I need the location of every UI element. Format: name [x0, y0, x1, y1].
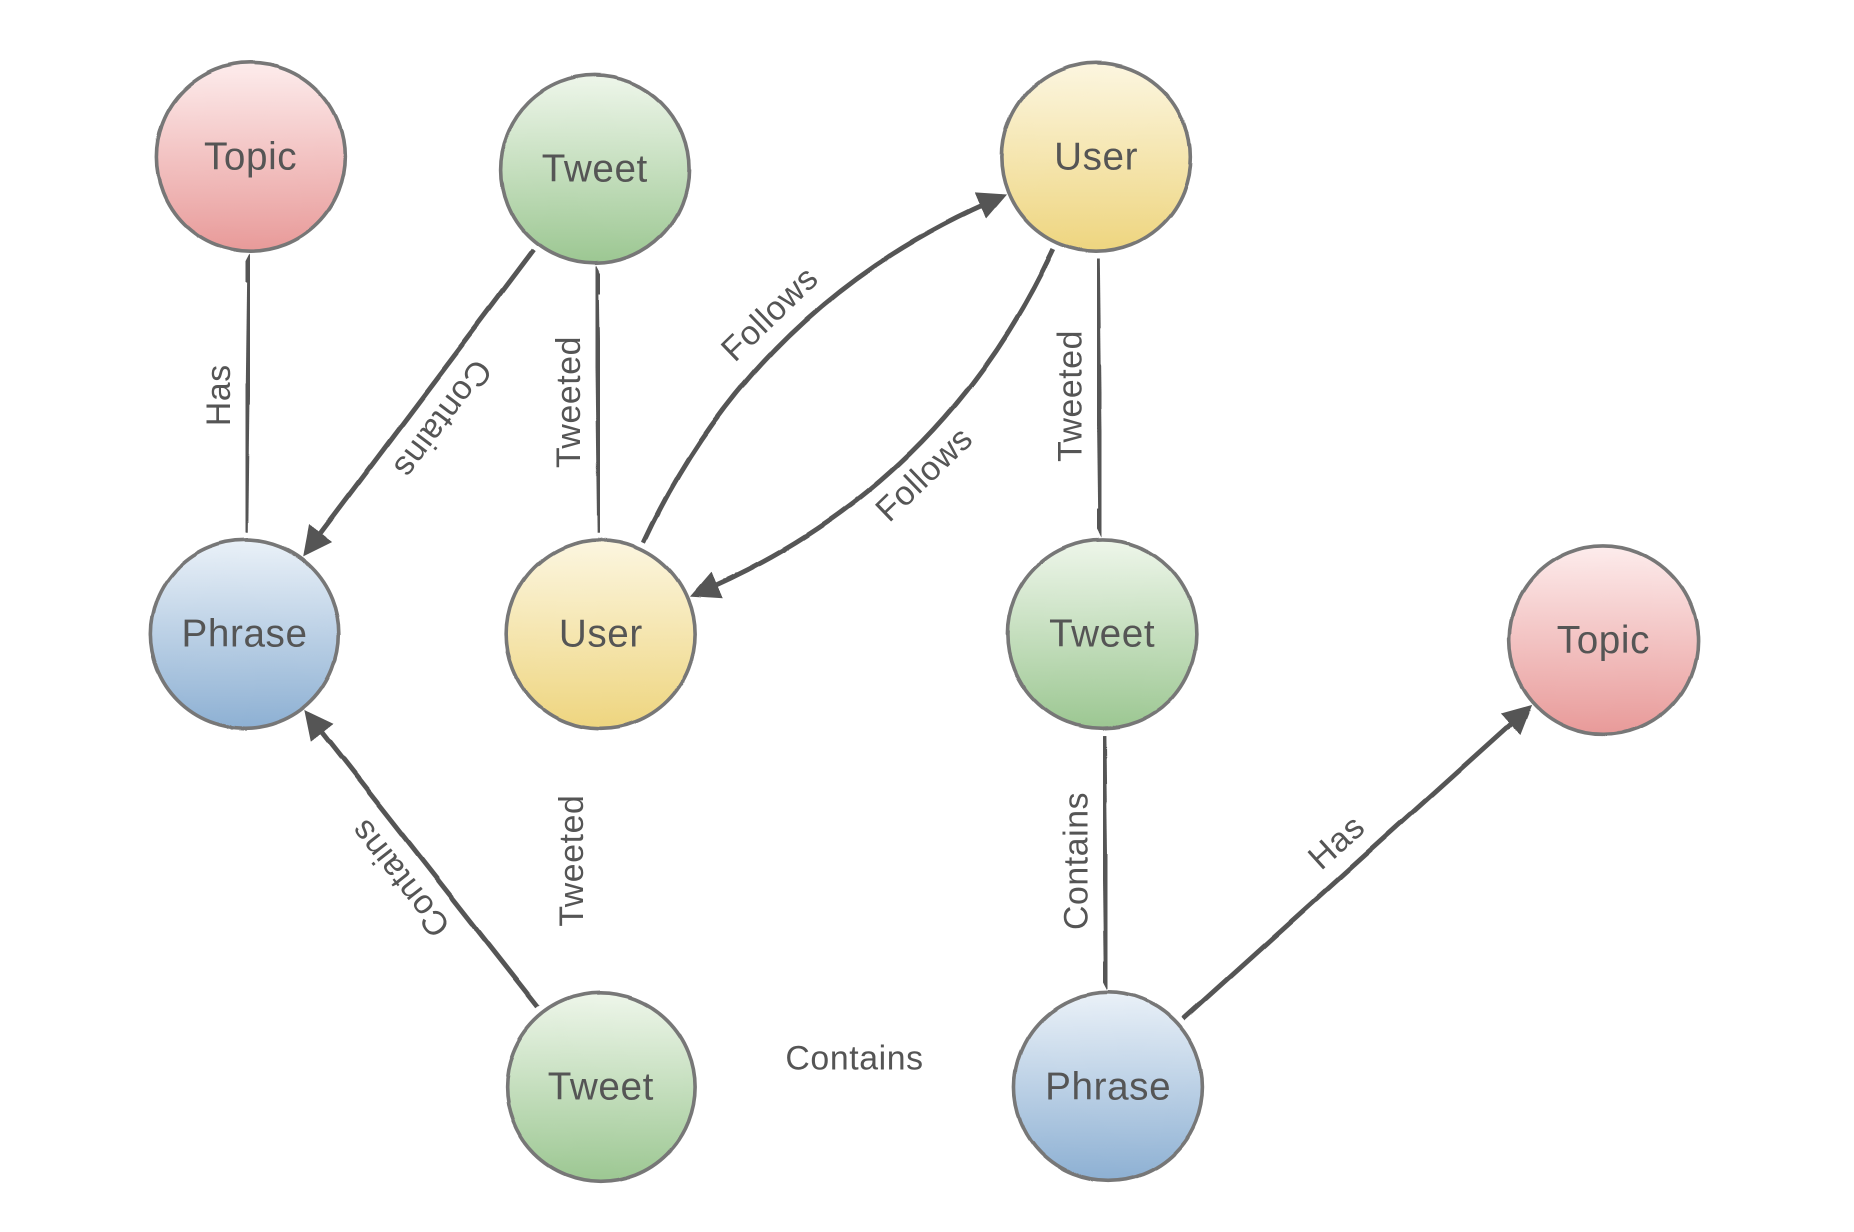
- node-label-topic1: Topic: [204, 136, 297, 179]
- graph-diagram: Topic Tweet User Phrase User Tweet Topic Tweet P…: [0, 0, 1854, 1232]
- edge-phrase1-topic1: [246, 258, 249, 532]
- node-tweet3: Tweet: [1008, 540, 1196, 728]
- edge-user2-tweet3: [1097, 258, 1100, 532]
- edge-tweet2-phrase1: [307, 714, 538, 1007]
- node-label-topic2: Topic: [1557, 619, 1650, 662]
- node-topic2: Topic: [1509, 546, 1697, 734]
- node-tweet1: Tweet: [501, 75, 689, 263]
- node-label-tweet2: Tweet: [548, 1066, 654, 1109]
- node-phrase2: Phrase: [1014, 993, 1202, 1181]
- edge-label-user1-tweet1: Tweeted: [550, 336, 588, 468]
- edge-label-user2-tweet3: Tweeted: [1051, 330, 1089, 462]
- edge-user1-tweet1: [596, 271, 599, 533]
- node-label-phrase1: Phrase: [182, 613, 308, 656]
- edge-phrase2-topic2: [1183, 708, 1528, 1019]
- node-label-tweet3: Tweet: [1049, 613, 1155, 656]
- node-user1: User: [507, 540, 695, 728]
- edge-tweet3-phrase2: [1103, 736, 1106, 986]
- node-phrase1: Phrase: [150, 540, 338, 728]
- edge-user2-user1: [694, 249, 1053, 595]
- node-label-user1: User: [559, 613, 643, 656]
- node-label-user2: User: [1054, 136, 1138, 179]
- edge-tweet1-phrase1: [306, 250, 534, 553]
- edge-label-tweet3-phrase2: Contains: [1058, 792, 1096, 930]
- edge-user1-user2: [644, 196, 1003, 542]
- node-tweet2: Tweet: [507, 993, 695, 1181]
- node-topic1: Topic: [156, 63, 344, 251]
- edge-label-phrase2-topic2: Has: [1301, 808, 1372, 878]
- node-label-phrase2: Phrase: [1045, 1066, 1171, 1109]
- edge-label-user1-tweet2: Tweeted: [553, 795, 591, 927]
- edge-label-tweet2-phrase2: Contains: [785, 1039, 923, 1077]
- node-user2: User: [1002, 63, 1190, 251]
- edge-label-phrase1-topic1: Has: [200, 364, 238, 426]
- node-label-tweet1: Tweet: [542, 148, 648, 191]
